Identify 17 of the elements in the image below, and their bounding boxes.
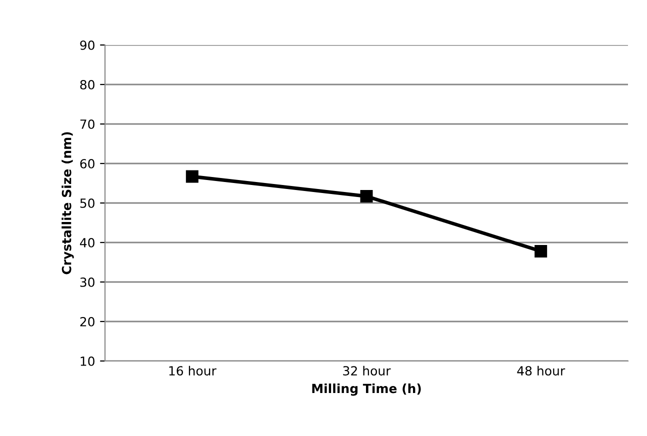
x-tick-label: 32 hour	[343, 366, 391, 376]
y-tick-label: 80	[80, 80, 94, 90]
point	[534, 244, 548, 258]
point	[186, 170, 198, 183]
y-tick-label: 10	[80, 356, 94, 366]
y-tick-label: 20	[80, 316, 94, 326]
x-axis-title: Milling Time (h)	[312, 384, 421, 396]
y-tick-label: 30	[80, 277, 94, 287]
y-axis-title: Crystallite Size (nm)	[62, 132, 74, 274]
x-tick-label: 48 hour	[517, 366, 566, 376]
y-tick-label: 60	[80, 158, 94, 168]
y-tick-label: 70	[80, 119, 94, 129]
y-tick-label: 40	[80, 238, 94, 248]
y-tick-label: 50	[80, 198, 94, 208]
x-tick-label: 16 hour	[169, 366, 216, 376]
y-tick-label: 90	[80, 40, 94, 50]
point	[360, 190, 373, 203]
